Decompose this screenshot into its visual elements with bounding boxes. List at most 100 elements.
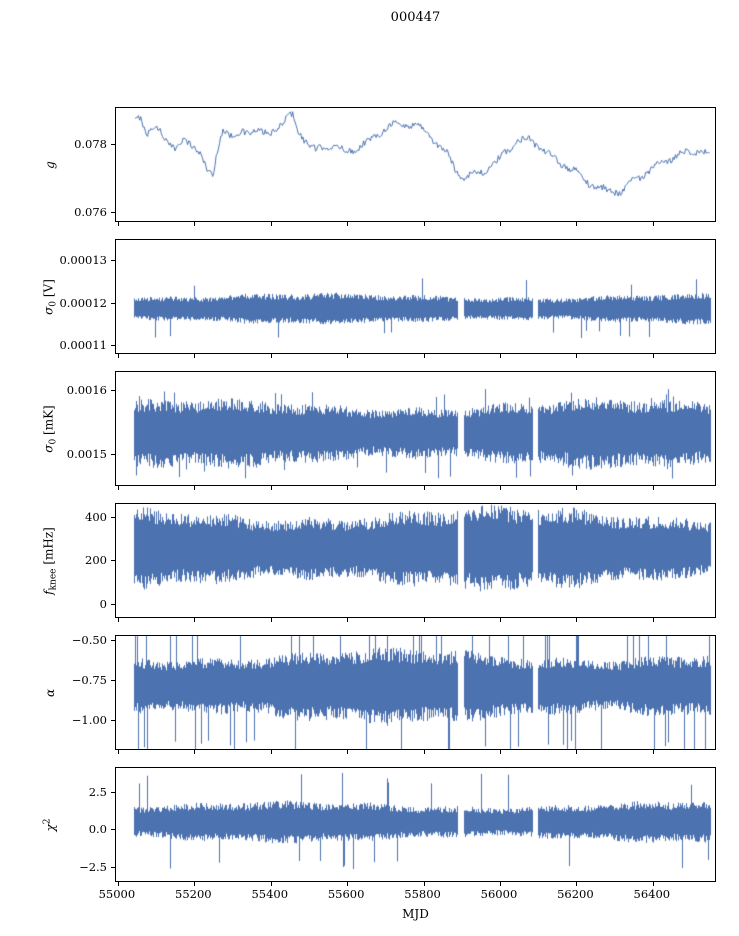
x-tick-label: 55400 [251, 887, 289, 901]
y-tick-mark [111, 867, 115, 868]
y-axis-label-alpha: α [43, 688, 57, 696]
y-tick-label: 200 [85, 553, 107, 567]
y-tick-label: 0.078 [74, 137, 107, 151]
x-tick-mark [347, 222, 349, 226]
y-tick-mark [111, 604, 115, 605]
x-tick-mark [576, 882, 578, 886]
x-tick-mark [576, 486, 578, 490]
x-tick-mark [270, 486, 272, 490]
x-tick-mark [117, 354, 119, 358]
y-tick-label: 0.00011 [59, 338, 107, 352]
x-tick-mark [652, 486, 654, 490]
x-tick-mark [194, 222, 196, 226]
x-tick-label: 56200 [557, 887, 594, 901]
x-tick-label: 55200 [175, 887, 212, 901]
x-tick-mark [347, 750, 349, 754]
y-tick-mark [111, 560, 115, 561]
x-tick-mark [347, 618, 349, 622]
plot-canvas-fknee [116, 504, 715, 617]
x-tick-label: 55000 [98, 887, 136, 901]
y-tick-mark [111, 303, 115, 304]
panel-chi2 [115, 767, 716, 882]
panel-alpha [115, 635, 716, 750]
x-tick-mark [652, 618, 654, 622]
panel-sigma0-mk [115, 371, 716, 486]
x-tick-mark [423, 354, 425, 358]
x-tick-mark [117, 750, 119, 754]
x-tick-mark [423, 222, 425, 226]
x-tick-mark [270, 750, 272, 754]
panel-g [115, 107, 716, 222]
x-tick-mark [270, 882, 272, 886]
x-tick-mark [652, 882, 654, 886]
y-tick-mark [111, 390, 115, 391]
y-tick-label: −0.75 [71, 673, 107, 687]
y-tick-label: −0.50 [71, 633, 107, 647]
y-tick-mark [111, 720, 115, 721]
x-tick-mark [423, 750, 425, 754]
x-tick-mark [576, 618, 578, 622]
y-tick-label: 0.076 [74, 205, 107, 219]
x-tick-mark [347, 486, 349, 490]
plot-canvas-sigma0-mk [116, 372, 715, 485]
x-tick-mark [194, 882, 196, 886]
x-tick-mark [194, 618, 196, 622]
y-tick-label: 0.0015 [66, 447, 107, 461]
x-tick-mark [423, 486, 425, 490]
x-tick-mark [270, 354, 272, 358]
x-tick-mark [652, 222, 654, 226]
y-tick-mark [111, 640, 115, 641]
x-tick-mark [117, 882, 119, 886]
x-tick-mark [117, 222, 119, 226]
y-tick-label: 0 [99, 597, 107, 611]
x-tick-mark [270, 618, 272, 622]
y-tick-mark [111, 829, 115, 830]
x-tick-mark [499, 486, 501, 490]
x-tick-mark [499, 222, 501, 226]
x-tick-mark [194, 750, 196, 754]
x-tick-mark [117, 486, 119, 490]
x-tick-mark [499, 618, 501, 622]
y-tick-mark [111, 517, 115, 518]
x-axis-label: MJD [402, 907, 429, 921]
x-tick-mark [652, 354, 654, 358]
x-tick-label: 56000 [480, 887, 518, 901]
y-tick-label: 0.00012 [59, 296, 107, 310]
x-tick-mark [652, 750, 654, 754]
y-tick-label: 2.5 [88, 785, 107, 799]
ylabel-subscript: 0 [48, 438, 59, 445]
x-tick-mark [347, 882, 349, 886]
x-tick-mark [270, 222, 272, 226]
figure-title: 000447 [390, 10, 441, 25]
x-tick-mark [194, 486, 196, 490]
plot-canvas-g [116, 108, 715, 221]
y-tick-label: 400 [85, 510, 107, 524]
x-tick-mark [576, 222, 578, 226]
y-tick-label: −2.5 [79, 860, 107, 874]
y-tick-mark [111, 144, 115, 145]
ylabel-unit: [mK] [41, 404, 56, 439]
y-tick-mark [111, 212, 115, 213]
y-tick-mark [111, 260, 115, 261]
y-axis-label-g: g [43, 161, 57, 169]
y-tick-label: −1.00 [71, 713, 107, 727]
plot-canvas-alpha [116, 636, 715, 749]
y-tick-mark [111, 345, 115, 346]
x-tick-mark [576, 354, 578, 358]
ylabel-main: α [43, 688, 57, 697]
x-tick-label: 55600 [327, 887, 365, 901]
y-tick-mark [111, 792, 115, 793]
x-tick-mark [117, 618, 119, 622]
x-tick-mark [194, 354, 196, 358]
x-tick-mark [423, 882, 425, 886]
y-tick-mark [111, 680, 115, 681]
y-tick-label: 0.0016 [66, 383, 107, 397]
ylabel-subscript: knee [48, 567, 59, 590]
x-tick-mark [499, 354, 501, 358]
plot-canvas-chi2 [116, 768, 715, 881]
ylabel-main: g [43, 160, 57, 169]
y-tick-mark [111, 454, 115, 455]
x-tick-mark [423, 618, 425, 622]
x-tick-label: 55800 [404, 887, 441, 901]
